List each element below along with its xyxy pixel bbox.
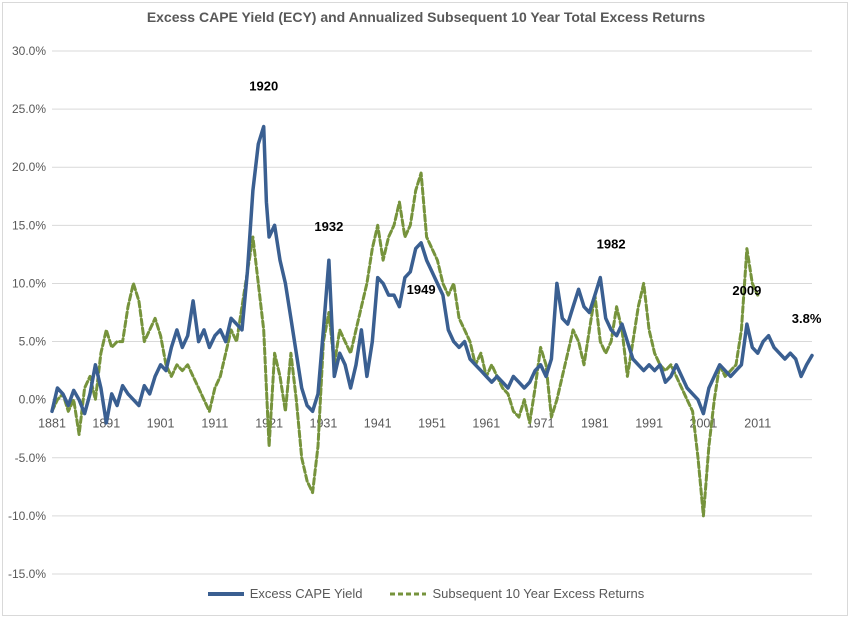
gridlines [52,50,812,575]
chart-title: Excess CAPE Yield (ECY) and Annualized S… [146,9,706,25]
legend-item-ecy: Excess CAPE Yield [207,586,363,601]
legend: Excess CAPE Yield Subsequent 10 Year Exc… [0,586,852,601]
annotation-label: 3.8% [792,311,822,326]
series-line-ecy [50,124,814,425]
x-tick-label: 1911 [201,417,228,431]
y-tick-label: 25.0% [12,102,46,116]
legend-label-ecy: Excess CAPE Yield [249,586,363,601]
x-tick-label: 1961 [472,417,500,431]
x-tick-label: 1941 [364,417,392,431]
series-lines [50,124,814,518]
x-tick-label: 1901 [147,417,175,431]
y-axis-ticks: 30.0% 25.0% 20.0% 15.0% 10.0% 5.0% 0.0% -5.0% -1… [8,44,46,581]
y-tick-label: -5.0% [15,451,47,465]
y-tick-label: 20.0% [12,160,46,174]
legend-item-excess-returns: Subsequent 10 Year Excess Returns [390,586,644,601]
x-tick-label: 1931 [310,417,338,431]
x-tick-label: 1951 [418,417,446,431]
y-tick-label: 30.0% [12,44,46,58]
annotation-label: 1932 [314,219,343,234]
y-tick-label: -15.0% [8,567,46,581]
annotation-label: 1920 [249,79,278,94]
legend-swatch-dashed [390,592,427,595]
x-tick-label: 1981 [581,417,609,431]
x-axis-ticks: 1881 1891 1901 1911 1921 1931 1941 1951 1961 1971… [38,417,771,431]
legend-swatch-solid [207,591,244,596]
x-tick-label: 1881 [38,417,66,431]
x-tick-label: 1991 [635,417,663,431]
y-tick-label: 10.0% [12,276,46,290]
legend-label-excess-returns: Subsequent 10 Year Excess Returns [432,586,645,601]
annotation-label: 1949 [407,282,436,297]
annotation-label: 2009 [732,283,761,298]
x-tick-label: 2011 [744,417,771,431]
annotations: 1920 1932 1949 1982 2009 3.8% [249,79,822,326]
y-tick-label: -10.0% [8,509,46,523]
y-tick-label: 5.0% [19,335,47,349]
series-line-excess-returns [50,171,760,518]
y-tick-label: 15.0% [12,218,46,232]
x-tick-label: 1971 [527,417,555,431]
annotation-label: 1982 [597,237,626,252]
y-tick-label: 0.0% [19,393,47,407]
